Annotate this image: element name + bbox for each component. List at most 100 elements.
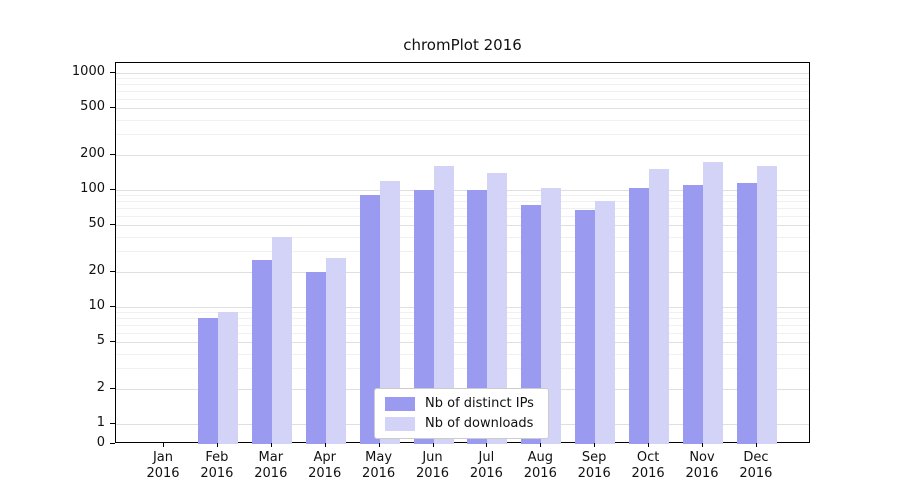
- minor-gridline: [116, 353, 809, 355]
- x-tick-label-line: Sep: [581, 450, 607, 465]
- x-tick-mark: [755, 443, 757, 447]
- minor-gridline: [116, 201, 809, 203]
- x-tick-label: Jan 2016: [123, 450, 203, 482]
- y-tick-mark: [110, 423, 115, 424]
- x-tick-mark: [594, 443, 596, 447]
- y-tick-label: 100: [80, 181, 105, 196]
- bar-downloads-mar: [271, 236, 292, 444]
- major-gridline: [116, 271, 809, 273]
- y-tick-mark: [110, 153, 115, 155]
- minor-gridline: [116, 195, 809, 197]
- legend-swatch: [385, 396, 415, 411]
- x-tick-label-line: 2016: [469, 466, 503, 481]
- x-tick-mark: [486, 443, 488, 447]
- chart-title: chromPlot 2016: [403, 36, 522, 54]
- legend-label: Nb of distinct IPs: [425, 396, 534, 411]
- bar-downloads-apr: [325, 258, 346, 444]
- y-tick-label: 500: [80, 99, 105, 115]
- major-gridline: [116, 225, 809, 227]
- bar-downloads-jul: [487, 172, 508, 444]
- y-tick-mark: [110, 72, 115, 73]
- x-tick-label-line: 2016: [254, 466, 288, 481]
- x-tick-label-line: 2016: [415, 466, 450, 481]
- x-tick-mark: [378, 443, 380, 447]
- bar-distinct-ips-jul: [467, 190, 488, 444]
- x-tick-label: Aug 2016: [500, 450, 580, 482]
- major-gridline: [116, 154, 809, 156]
- y-tick-label: 2: [96, 379, 105, 395]
- y-tick-mark: [110, 306, 115, 307]
- x-tick-label-line: Dec: [743, 450, 769, 465]
- x-tick-label-line: 2016: [685, 466, 719, 481]
- x-tick-mark: [163, 443, 164, 447]
- x-tick-label: May 2016: [339, 450, 419, 482]
- x-tick-label-line: Apr: [313, 450, 336, 465]
- major-gridline: [116, 108, 809, 110]
- y-tick-mark: [110, 189, 115, 190]
- minor-gridline: [116, 251, 809, 253]
- x-tick-label: Nov 2016: [662, 450, 742, 482]
- x-tick-label-line: 2016: [739, 466, 773, 481]
- bar-distinct-ips-oct: [629, 187, 650, 444]
- x-tick-label: Apr 2016: [285, 450, 365, 482]
- y-tick-label: 200: [80, 145, 105, 161]
- minor-gridline: [116, 318, 809, 320]
- bar-downloads-oct: [649, 169, 670, 444]
- y-tick-label: 1: [96, 415, 105, 430]
- x-tick-mark: [270, 443, 272, 447]
- major-gridline: [116, 307, 809, 308]
- minor-gridline: [116, 312, 809, 314]
- bar-distinct-ips-dec: [736, 182, 757, 444]
- x-tick-label-line: 2016: [200, 466, 234, 481]
- legend: Nb of distinct IPs Nb of downloads: [374, 388, 549, 439]
- y-tick-mark: [110, 224, 115, 226]
- x-tick-label-line: Jan: [152, 450, 174, 465]
- bar-downloads-feb: [217, 312, 238, 444]
- x-tick-label: Jun 2016: [393, 450, 473, 482]
- x-tick-label-line: Nov: [689, 450, 715, 465]
- minor-gridline: [116, 236, 809, 238]
- y-tick-mark: [110, 270, 115, 272]
- bar-distinct-ips-jun: [413, 190, 434, 444]
- y-tick-label: 0: [96, 435, 105, 450]
- x-tick-label-line: 2016: [308, 466, 342, 481]
- x-tick-label-line: 2016: [146, 466, 180, 481]
- legend-item-downloads: Nb of downloads: [385, 416, 534, 431]
- minor-gridline: [116, 325, 809, 327]
- x-tick-label-line: 2016: [523, 466, 557, 481]
- x-tick-label-line: 2016: [577, 466, 611, 481]
- x-tick-mark: [324, 443, 326, 447]
- major-gridline: [116, 190, 809, 191]
- x-tick-label-line: 2016: [631, 466, 665, 481]
- plot-area: [115, 62, 810, 444]
- x-tick-mark: [216, 443, 218, 447]
- x-tick-label-line: Aug: [527, 450, 553, 465]
- x-tick-label-line: Jun: [422, 450, 443, 465]
- bar-downloads-jun: [433, 166, 454, 444]
- x-tick-label-line: Jul: [478, 450, 495, 465]
- minor-gridline: [116, 91, 809, 93]
- x-tick-label-line: Oct: [636, 450, 660, 465]
- minor-gridline: [116, 78, 809, 80]
- bar-downloads-aug: [541, 187, 562, 444]
- y-tick-mark: [110, 341, 115, 343]
- x-tick-label: Dec 2016: [716, 450, 796, 482]
- y-tick-mark: [110, 387, 115, 389]
- x-tick-mark: [648, 443, 650, 447]
- minor-gridline: [116, 98, 809, 100]
- x-tick-label-line: 2016: [362, 466, 396, 481]
- major-gridline: [116, 342, 809, 344]
- x-tick-mark: [702, 443, 703, 447]
- y-tick-label: 10: [88, 298, 105, 313]
- x-tick-label: Oct 2016: [608, 450, 688, 482]
- y-tick-label: 50: [88, 216, 105, 232]
- minor-gridline: [116, 208, 809, 210]
- y-tick-label: 5: [96, 333, 105, 349]
- bar-downloads-sep: [595, 201, 616, 444]
- x-tick-label-line: Feb: [205, 450, 229, 465]
- y-tick-label: 20: [88, 262, 105, 278]
- bar-distinct-ips-may: [359, 195, 380, 444]
- bar-downloads-dec: [756, 166, 777, 444]
- legend-swatch: [385, 416, 415, 431]
